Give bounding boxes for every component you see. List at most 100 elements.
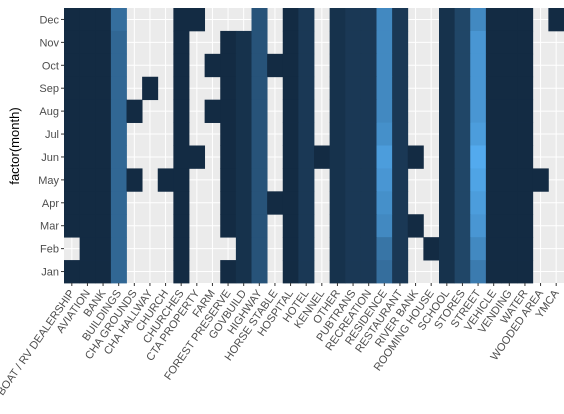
- heatmap-tile: [360, 8, 377, 32]
- y-tick-label: Jun: [41, 152, 59, 164]
- heatmap-tile: [251, 260, 268, 284]
- heatmap-tile: [454, 30, 471, 55]
- heatmap-tile: [485, 260, 502, 284]
- heatmap-tile: [360, 191, 377, 215]
- heatmap-tile: [485, 53, 502, 78]
- heatmap-tile: [517, 99, 534, 123]
- heatmap-tile: [392, 53, 409, 78]
- heatmap-tile: [64, 122, 81, 146]
- heatmap-tile: [360, 168, 377, 192]
- heatmap-tile: [251, 8, 268, 32]
- heatmap-tile: [376, 30, 393, 55]
- heatmap-tile: [220, 168, 237, 192]
- heatmap-tile: [64, 168, 81, 192]
- heatmap-tile: [345, 76, 362, 101]
- heatmap-tile: [501, 191, 518, 215]
- heatmap-tile: [126, 99, 143, 123]
- heatmap-tile: [282, 145, 299, 169]
- heatmap-tile: [329, 76, 346, 101]
- heatmap-tile: [282, 30, 299, 55]
- heatmap-tile: [220, 145, 237, 169]
- heatmap-tile: [173, 191, 190, 215]
- heatmap-tile: [439, 76, 456, 101]
- heatmap-tile: [360, 122, 377, 146]
- heatmap-tile: [345, 99, 362, 123]
- y-tick-label: Apr: [42, 198, 59, 210]
- heatmap-tile: [251, 237, 268, 261]
- heatmap-tile: [470, 168, 487, 192]
- heatmap-tile: [95, 168, 112, 192]
- heatmap-tile: [79, 8, 96, 32]
- heatmap-tile: [517, 8, 534, 32]
- heatmap-tile: [204, 53, 221, 78]
- heatmap-tile: [376, 76, 393, 101]
- heatmap-tile: [79, 237, 96, 261]
- y-tick-label: Oct: [42, 60, 59, 72]
- heatmap-tile: [329, 53, 346, 78]
- heatmap-tile: [501, 168, 518, 192]
- heatmap-tile: [392, 8, 409, 32]
- heatmap-tile: [345, 214, 362, 238]
- heatmap-tile: [298, 122, 315, 146]
- heatmap-tile: [345, 30, 362, 55]
- heatmap-tile: [173, 168, 190, 192]
- heatmap-tile: [79, 122, 96, 146]
- heatmap-tile: [454, 191, 471, 215]
- heatmap-tile: [64, 191, 81, 215]
- heatmap-tile: [407, 214, 424, 238]
- heatmap-tile: [298, 237, 315, 261]
- heatmap-tile: [79, 76, 96, 101]
- heatmap-tile: [439, 99, 456, 123]
- heatmap-tile: [532, 168, 549, 192]
- heatmap-tile: [298, 191, 315, 215]
- heatmap-tile: [79, 145, 96, 169]
- heatmap-tile: [454, 260, 471, 284]
- heatmap-tile: [485, 168, 502, 192]
- heatmap-tile: [470, 53, 487, 78]
- heatmap-tile: [173, 8, 190, 32]
- heatmap-tile: [95, 122, 112, 146]
- heatmap-tile: [360, 99, 377, 123]
- heatmap-tile: [329, 145, 346, 169]
- heatmap-tile: [282, 237, 299, 261]
- heatmap-tile: [235, 214, 252, 238]
- heatmap-tile: [329, 99, 346, 123]
- heatmap-tile: [204, 99, 221, 123]
- heatmap-tile: [298, 8, 315, 32]
- heatmap-tile: [470, 214, 487, 238]
- heatmap-tile: [298, 30, 315, 55]
- heatmap-tile: [376, 260, 393, 284]
- heatmap-tile: [95, 76, 112, 101]
- heatmap-tile: [235, 237, 252, 261]
- heatmap-tile: [392, 122, 409, 146]
- heatmap-tile: [470, 30, 487, 55]
- heatmap-tile: [392, 191, 409, 215]
- heatmap-tile: [79, 214, 96, 238]
- heatmap-tile: [517, 191, 534, 215]
- heatmap-tile: [64, 8, 81, 32]
- heatmap-tile: [454, 76, 471, 101]
- heatmap-tile: [501, 8, 518, 32]
- heatmap-tile: [298, 53, 315, 78]
- heatmap-tile: [517, 76, 534, 101]
- heatmap-tile: [251, 53, 268, 78]
- heatmap-tile: [392, 237, 409, 261]
- heatmap-tile: [376, 99, 393, 123]
- heatmap-tile: [298, 214, 315, 238]
- heatmap-tile: [267, 53, 284, 78]
- y-tick-label: May: [38, 175, 59, 187]
- heatmap-tile: [392, 99, 409, 123]
- heatmap-tile: [345, 168, 362, 192]
- heatmap-tile: [439, 237, 456, 261]
- heatmap-tile: [454, 122, 471, 146]
- y-tick-label: Sep: [39, 83, 59, 95]
- heatmap-tile: [220, 30, 237, 55]
- y-tick-label: Mar: [40, 221, 59, 233]
- heatmap-tile: [517, 214, 534, 238]
- heatmap-tile: [439, 145, 456, 169]
- heatmap-tile: [517, 30, 534, 55]
- y-tick-label: Aug: [39, 106, 59, 118]
- heatmap-tile: [439, 168, 456, 192]
- heatmap-tile: [157, 168, 174, 192]
- heatmap-tile: [376, 122, 393, 146]
